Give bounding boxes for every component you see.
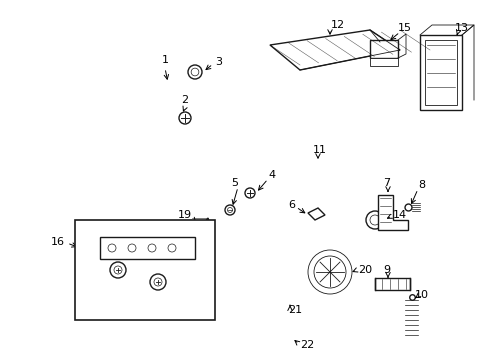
- Bar: [420, 35, 462, 110]
- Circle shape: [366, 211, 384, 229]
- Text: 18: 18: [151, 300, 165, 310]
- Text: 7: 7: [384, 178, 391, 188]
- Text: 16: 16: [51, 237, 65, 247]
- Text: 17: 17: [111, 287, 125, 297]
- Text: 11: 11: [313, 145, 327, 155]
- Text: 4: 4: [268, 170, 275, 180]
- Circle shape: [110, 262, 126, 278]
- Text: 8: 8: [418, 180, 425, 190]
- Text: 3: 3: [215, 57, 222, 67]
- Text: 2: 2: [181, 95, 189, 105]
- Circle shape: [308, 250, 352, 294]
- Circle shape: [113, 253, 123, 263]
- Circle shape: [245, 188, 255, 198]
- Text: 13: 13: [455, 23, 469, 33]
- Text: 22: 22: [300, 340, 314, 350]
- Polygon shape: [308, 208, 325, 220]
- Circle shape: [188, 65, 202, 79]
- Bar: [370, 40, 398, 58]
- Text: 12: 12: [331, 20, 345, 30]
- Text: 15: 15: [398, 23, 412, 33]
- Bar: [370, 58, 398, 66]
- Circle shape: [225, 205, 235, 215]
- Bar: [425, 40, 457, 105]
- Circle shape: [153, 270, 163, 280]
- Polygon shape: [270, 30, 400, 70]
- Circle shape: [150, 274, 166, 290]
- Bar: [75, 220, 215, 320]
- Text: 21: 21: [288, 305, 302, 315]
- Text: 19: 19: [178, 210, 192, 220]
- Bar: [100, 237, 195, 259]
- Text: 6: 6: [288, 200, 295, 210]
- Circle shape: [179, 112, 191, 124]
- Polygon shape: [192, 218, 214, 238]
- Text: 10: 10: [415, 290, 429, 300]
- Text: 9: 9: [384, 265, 391, 275]
- Text: 14: 14: [393, 210, 407, 220]
- Text: 1: 1: [162, 55, 169, 65]
- Text: 20: 20: [358, 265, 372, 275]
- Bar: [375, 278, 410, 290]
- Polygon shape: [378, 195, 408, 230]
- Text: 5: 5: [231, 178, 238, 188]
